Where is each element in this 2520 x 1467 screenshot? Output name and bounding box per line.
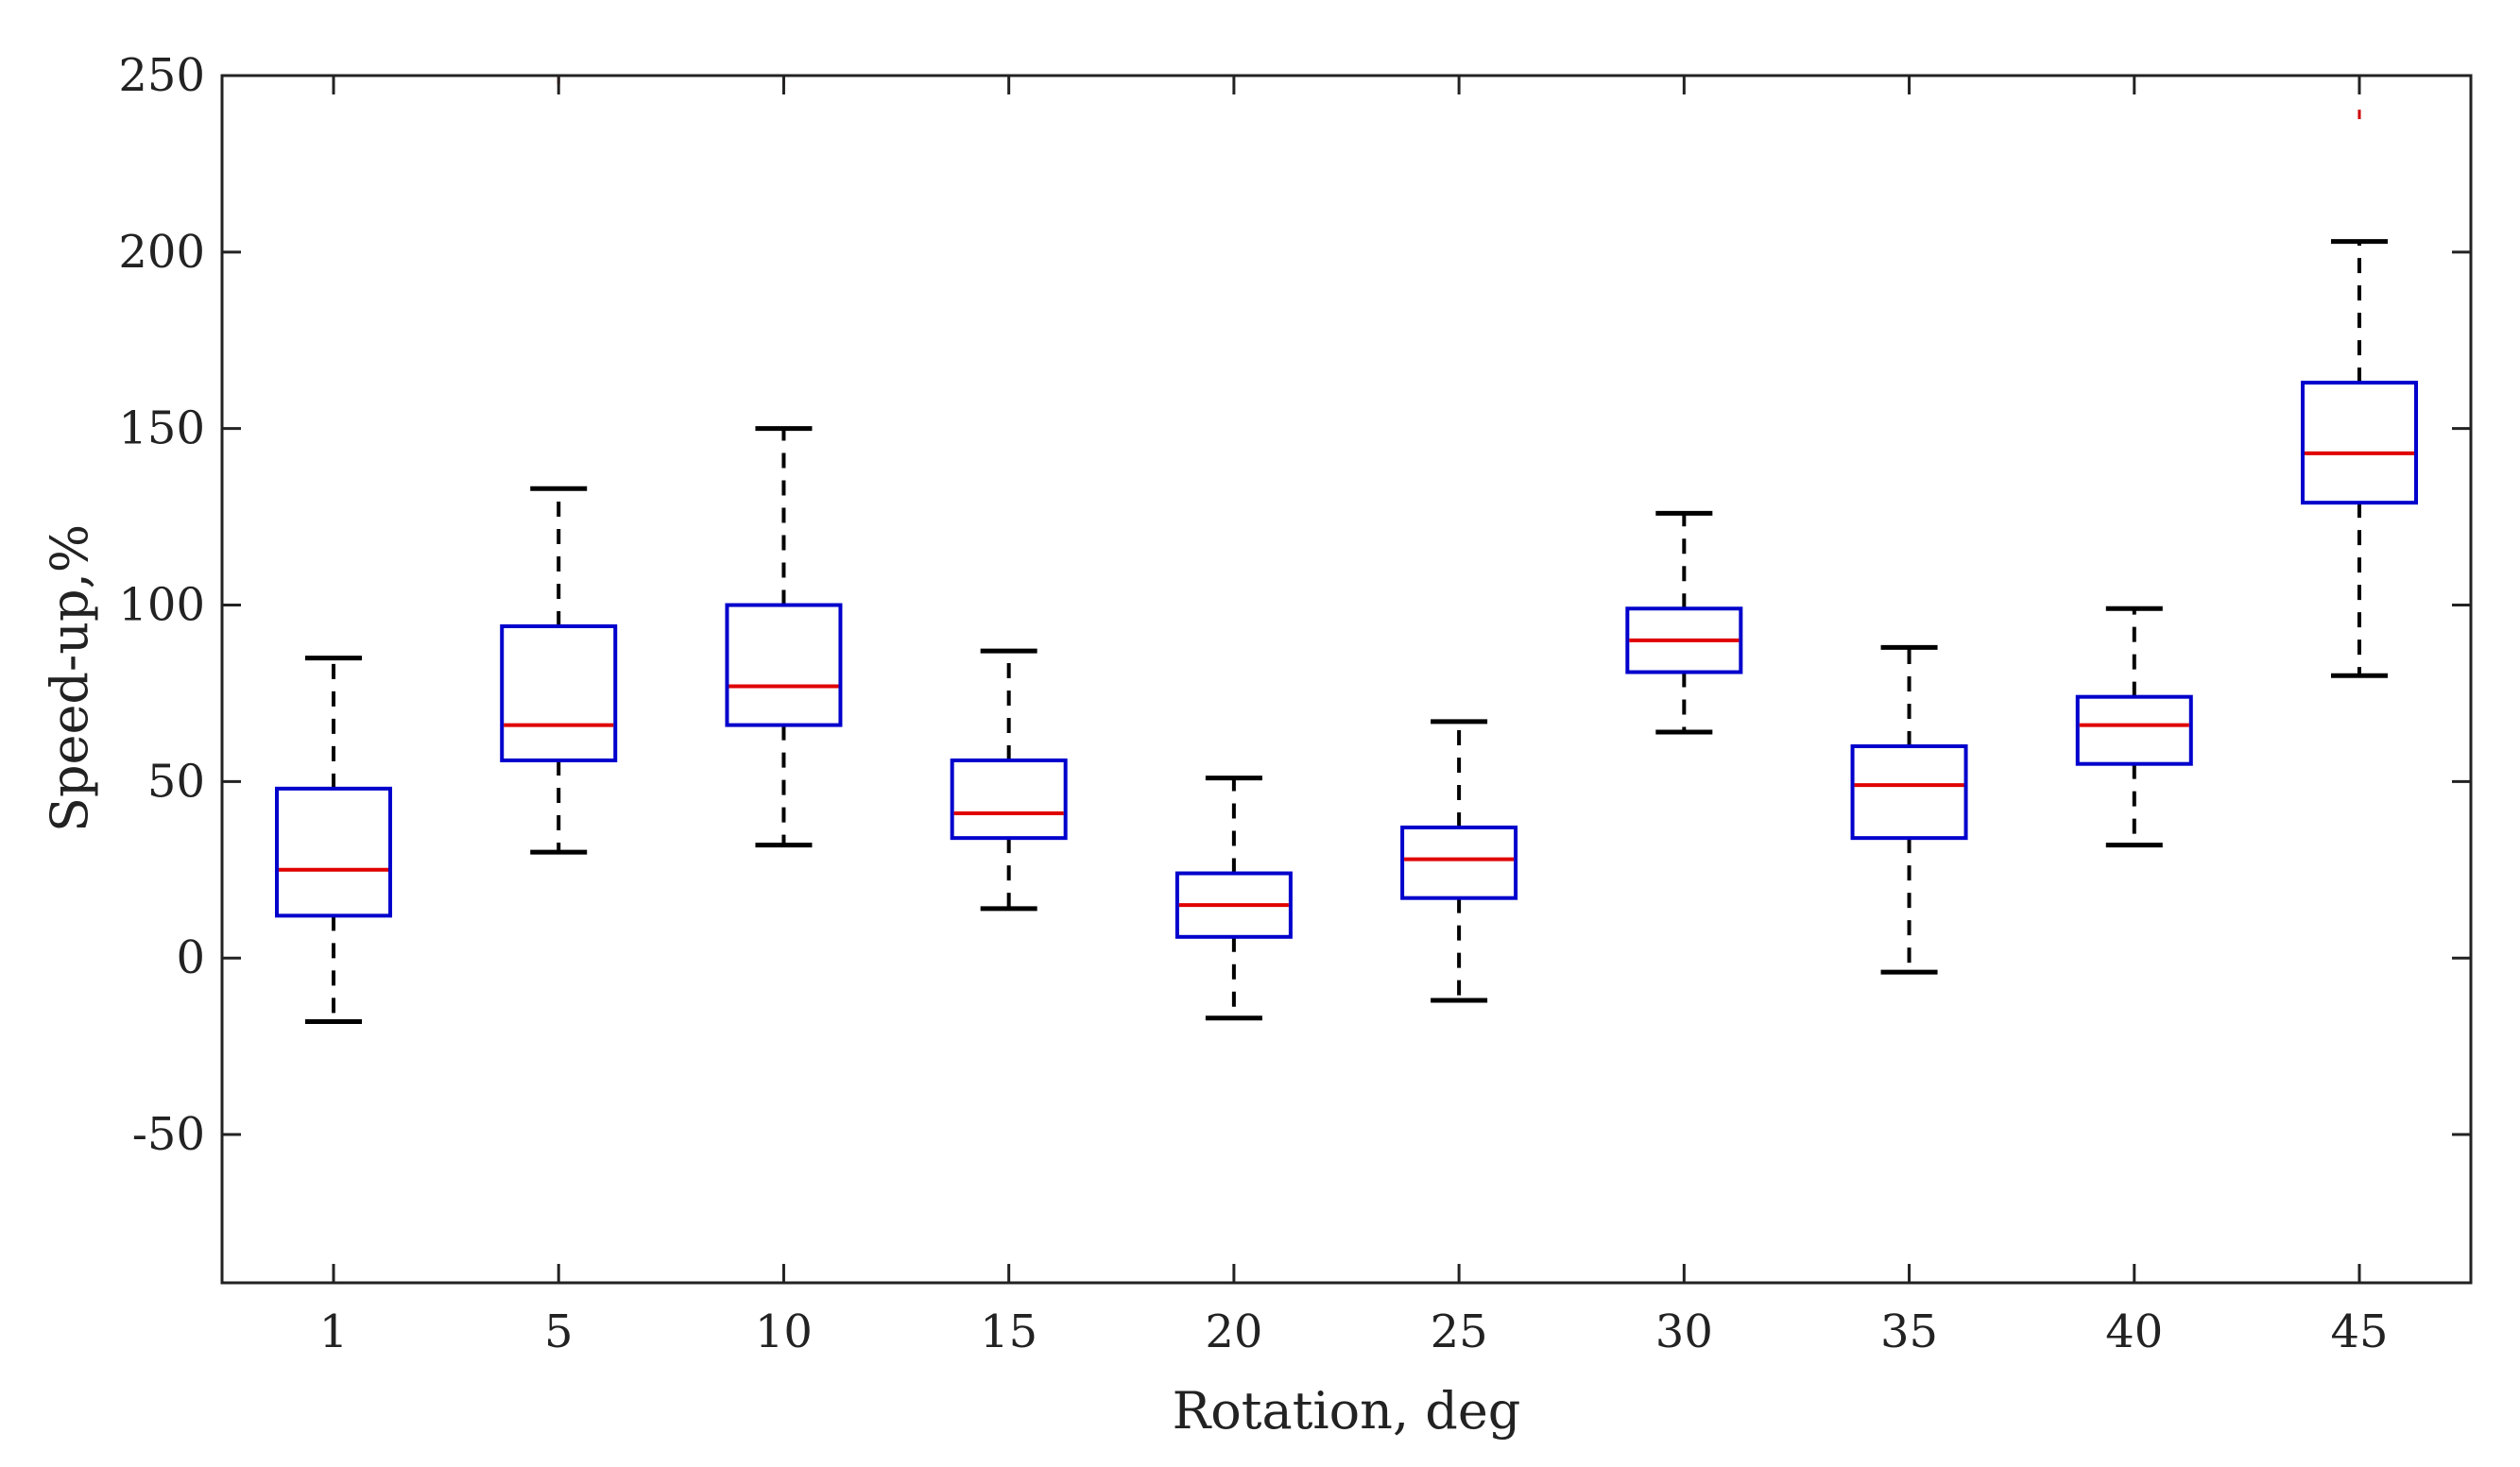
box-iqr: [950, 758, 1068, 841]
box-group-1: [275, 656, 392, 1024]
y-tick-label: 200: [118, 226, 205, 279]
box-group-5: [500, 486, 618, 855]
y-tick-label: 100: [118, 579, 205, 632]
y-tick-label: 0: [176, 931, 205, 984]
box-group-25: [1400, 719, 1518, 1003]
y-tick-label: -50: [132, 1108, 205, 1161]
box-iqr: [1400, 825, 1518, 900]
x-axis: 1 5 10 15 20 25 30 35 40 45: [319, 76, 2389, 1358]
y-axis: -50 0 50 100 150 200 250: [118, 49, 2471, 1161]
box-group-20: [1174, 776, 1293, 1021]
x-tick-label: 35: [1880, 1305, 1938, 1358]
box-iqr: [2301, 381, 2418, 505]
box-group-40: [2075, 606, 2193, 848]
plot-frame: [220, 74, 2473, 1285]
x-tick-label: 5: [544, 1305, 574, 1358]
box-iqr: [1850, 744, 1968, 841]
plot-marks: [275, 74, 2418, 1024]
box-group-30: [1625, 510, 1743, 735]
box-iqr: [2075, 694, 2193, 766]
box-group-45: [2301, 239, 2418, 678]
box-group-15: [950, 648, 1068, 912]
x-tick-label: 1: [319, 1305, 349, 1358]
y-tick-label: 250: [118, 49, 205, 102]
y-tick-label: 50: [147, 755, 205, 808]
box-group-10: [725, 426, 843, 848]
y-tick-label: 150: [118, 402, 205, 455]
box-iqr: [275, 786, 392, 918]
x-tick-label: 45: [2330, 1305, 2388, 1358]
x-tick-label: 15: [980, 1305, 1037, 1358]
x-tick-label: 30: [1655, 1305, 1713, 1358]
box-group-35: [1850, 644, 1968, 975]
box-iqr: [725, 603, 843, 727]
box-iqr: [500, 623, 618, 762]
x-tick-label: 10: [755, 1305, 813, 1358]
x-tick-label: 40: [2105, 1305, 2163, 1358]
x-axis-title: Rotation, deg: [1173, 1381, 1521, 1441]
x-tick-label: 25: [1431, 1305, 1488, 1358]
x-tick-label: 20: [1205, 1305, 1262, 1358]
y-axis-title: Speed-up,%: [40, 524, 99, 832]
